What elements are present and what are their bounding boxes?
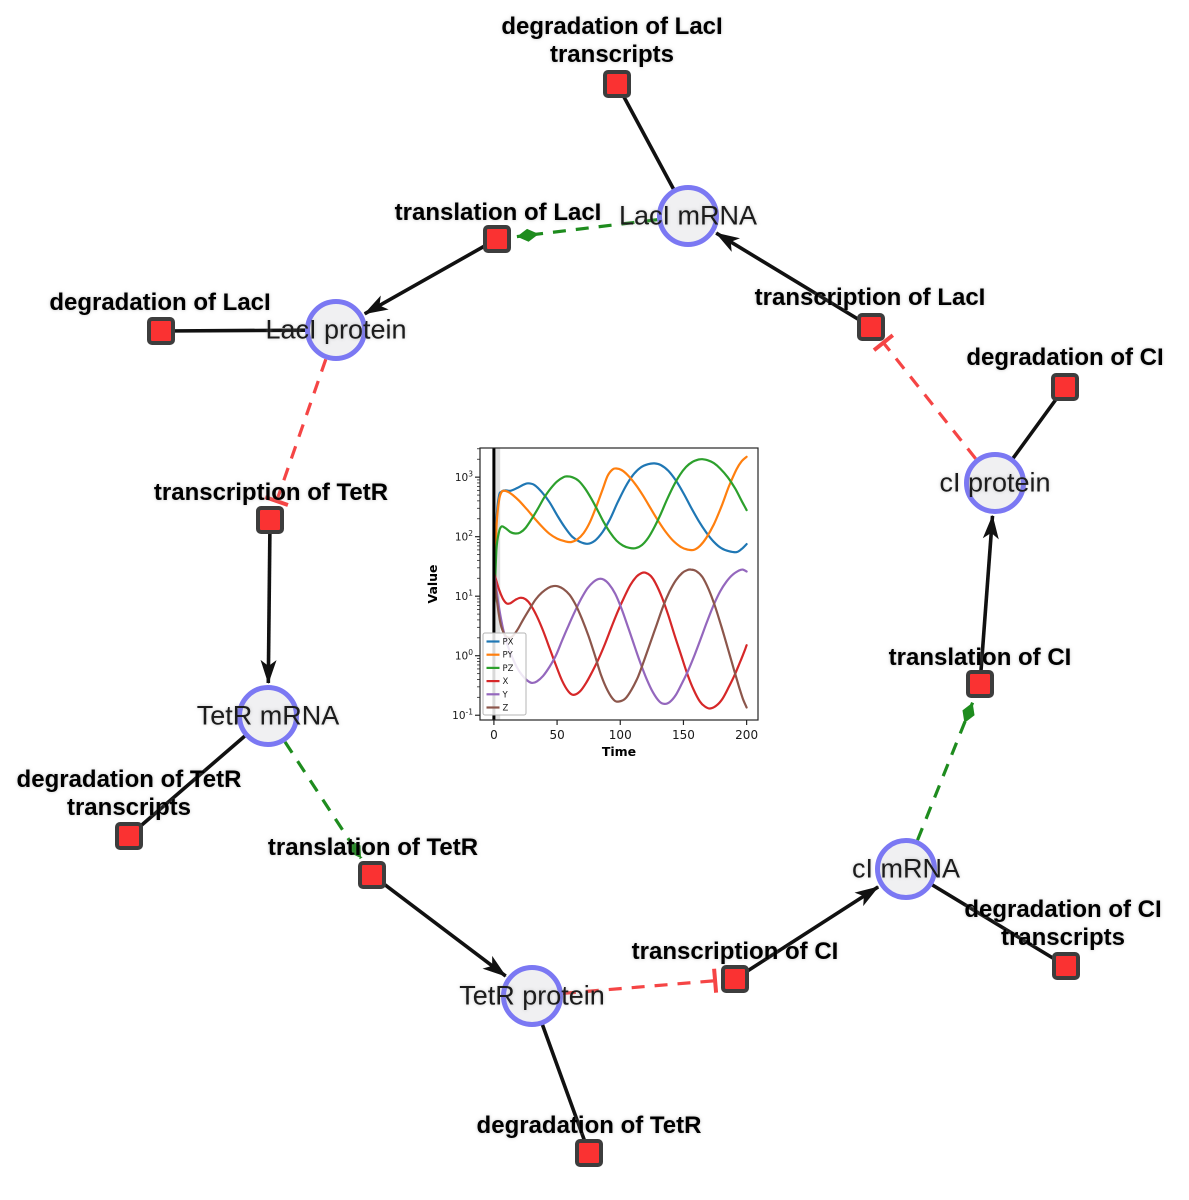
reaction-label-line: transcripts bbox=[1000, 924, 1126, 951]
y-tick-label: 103 bbox=[455, 470, 473, 485]
reaction-label-line: transcripts bbox=[549, 41, 675, 68]
reaction-label-translation-ci: translation of CI bbox=[889, 644, 1072, 672]
edge-product-transcription-ci-to-ci-mrna bbox=[734, 885, 880, 981]
series-curve-pz bbox=[493, 458, 748, 604]
reaction-node-degradation-laci-transcripts[interactable] bbox=[603, 70, 631, 98]
edge-inhibitor-tetr-protein-to-transcription-ci bbox=[562, 968, 719, 995]
x-tick-label: 50 bbox=[549, 728, 564, 742]
series-curve-px bbox=[493, 462, 748, 593]
reaction-node-degradation-laci[interactable] bbox=[147, 317, 175, 345]
reaction-label-line: transcription of LacI bbox=[754, 284, 986, 311]
y-tick-label: 100 bbox=[455, 648, 473, 663]
edge-inhibitor-ci-protein-to-transcription-laci bbox=[872, 333, 977, 460]
reaction-label-line: transcription of CI bbox=[631, 938, 839, 965]
edge-product-transcription-tetr-to-tetr-mrna bbox=[260, 519, 277, 684]
reaction-label-line: degradation of LacI bbox=[501, 13, 723, 40]
legend-entry-label: PX bbox=[503, 638, 514, 648]
edge-reactant-tetr-protein-to-degradation-tetr bbox=[540, 1022, 591, 1154]
species-label-ci-mrna: cI mRNA bbox=[852, 853, 960, 884]
series-curve-py bbox=[493, 455, 748, 598]
edge-product-translation-laci-to-laci-protein bbox=[363, 237, 498, 316]
edge-reactant-tetr-mrna-to-degradation-tetr-transcripts bbox=[127, 733, 248, 838]
series-curve-z bbox=[492, 568, 748, 709]
reaction-label-line: degradation of LacI bbox=[49, 289, 271, 316]
reaction-label-line: degradation of TetR bbox=[16, 766, 242, 793]
species-label-ci-protein: cI protein bbox=[939, 467, 1051, 498]
reaction-label-degradation-laci-transcripts: degradation of LacI transcripts bbox=[501, 13, 722, 69]
reaction-label-line: degradation of CI bbox=[964, 896, 1162, 923]
species-label-laci-protein: LacI protein bbox=[265, 314, 407, 345]
edge-modifier-tetr-mrna-to-translation-tetr bbox=[283, 741, 363, 860]
edge-product-translation-ci-to-ci-protein bbox=[978, 514, 999, 685]
edge-reactant-ci-mrna-to-degradation-ci-transcripts bbox=[929, 882, 1067, 968]
reaction-label-translation-laci: translation of LacI bbox=[395, 199, 602, 227]
y-tick-label: 10-1 bbox=[452, 708, 473, 723]
edge-product-translation-tetr-to-tetr-protein bbox=[370, 873, 507, 978]
reaction-node-transcription-tetr[interactable] bbox=[256, 506, 284, 534]
plot-legend: PX PY PZ XYZ bbox=[482, 632, 527, 716]
species-node-ci-protein[interactable] bbox=[964, 452, 1026, 514]
y-tick-label: 101 bbox=[455, 589, 473, 604]
species-node-tetr-mrna[interactable] bbox=[237, 685, 299, 747]
reaction-node-degradation-ci[interactable] bbox=[1051, 373, 1079, 401]
species-label-laci-mrna: LacI mRNA bbox=[618, 200, 758, 231]
edge-reactant-laci-mrna-to-degradation-laci-transcripts bbox=[615, 83, 676, 192]
reaction-label-transcription-tetr: transcription of TetR bbox=[154, 479, 388, 507]
edge-modifier-laci-mrna-to-translation-laci bbox=[516, 218, 658, 242]
reaction-label-degradation-laci: degradation of LacI bbox=[49, 289, 270, 317]
reaction-label-transcription-laci: transcription of LacI bbox=[755, 284, 986, 312]
reaction-node-translation-tetr[interactable] bbox=[358, 861, 386, 889]
x-tick-label: 100 bbox=[609, 728, 632, 742]
edge-modifier-ci-mrna-to-translation-ci bbox=[916, 702, 975, 841]
edge-product-transcription-laci-to-laci-mrna bbox=[715, 231, 872, 329]
reaction-node-transcription-ci[interactable] bbox=[721, 965, 749, 993]
x-tick-label: 150 bbox=[672, 728, 695, 742]
reaction-label-transcription-ci: transcription of CI bbox=[632, 938, 839, 966]
species-label-tetr-protein: TetR protein bbox=[459, 980, 605, 1011]
reaction-node-transcription-laci[interactable] bbox=[857, 313, 885, 341]
reaction-label-line: translation of TetR bbox=[267, 834, 479, 861]
reaction-label-line: translation of LacI bbox=[394, 199, 602, 226]
species-node-ci-mrna[interactable] bbox=[875, 838, 937, 900]
edge-inhibitor-laci-protein-to-transcription-tetr bbox=[264, 358, 328, 507]
y-tick-label: 102 bbox=[455, 529, 473, 544]
reaction-label-degradation-ci-transcripts: degradation of CI transcripts bbox=[964, 896, 1161, 952]
species-node-laci-mrna[interactable] bbox=[657, 185, 719, 247]
legend-entry-label: PY bbox=[503, 651, 514, 661]
legend-entry-label: Y bbox=[502, 690, 509, 700]
y-axis-label: Value bbox=[425, 564, 440, 603]
reaction-label-degradation-tetr-transcripts: degradation of TetR transcripts bbox=[17, 766, 242, 822]
timeseries-plot: 0 50 100 150 20010-1100101102103TimeValuePXP… bbox=[425, 430, 773, 768]
x-axis-label: Time bbox=[602, 744, 636, 759]
reaction-label-degradation-ci: degradation of CI bbox=[966, 344, 1163, 372]
series-curve-x bbox=[492, 571, 748, 710]
x-tick-label: 0 bbox=[490, 728, 498, 742]
species-node-tetr-protein[interactable] bbox=[501, 965, 563, 1027]
reaction-label-line: degradation of CI bbox=[966, 344, 1164, 371]
species-label-tetr-mrna: TetR mRNA bbox=[196, 700, 340, 731]
edge-reactant-laci-protein-to-degradation-laci bbox=[160, 328, 308, 333]
reaction-node-translation-laci[interactable] bbox=[483, 225, 511, 253]
reaction-node-degradation-tetr-transcripts[interactable] bbox=[115, 822, 143, 850]
legend-entry-label: PZ bbox=[503, 664, 514, 674]
axes-box bbox=[479, 447, 759, 721]
reaction-label-degradation-tetr: degradation of TetR bbox=[477, 1112, 702, 1140]
reaction-label-line: transcription of TetR bbox=[153, 479, 389, 506]
legend-entry-label: X bbox=[503, 677, 509, 687]
reaction-node-degradation-ci-transcripts[interactable] bbox=[1052, 952, 1080, 980]
reaction-label-line: translation of CI bbox=[888, 644, 1072, 671]
reaction-node-translation-ci[interactable] bbox=[966, 670, 994, 698]
reaction-label-translation-tetr: translation of TetR bbox=[268, 834, 478, 862]
reaction-label-line: transcripts bbox=[66, 794, 192, 821]
legend-entry-label: Z bbox=[503, 704, 509, 714]
reaction-node-degradation-tetr[interactable] bbox=[575, 1139, 603, 1167]
reaction-label-line: degradation of TetR bbox=[476, 1112, 702, 1139]
x-tick-label: 200 bbox=[735, 728, 758, 742]
species-node-laci-protein[interactable] bbox=[305, 299, 367, 361]
